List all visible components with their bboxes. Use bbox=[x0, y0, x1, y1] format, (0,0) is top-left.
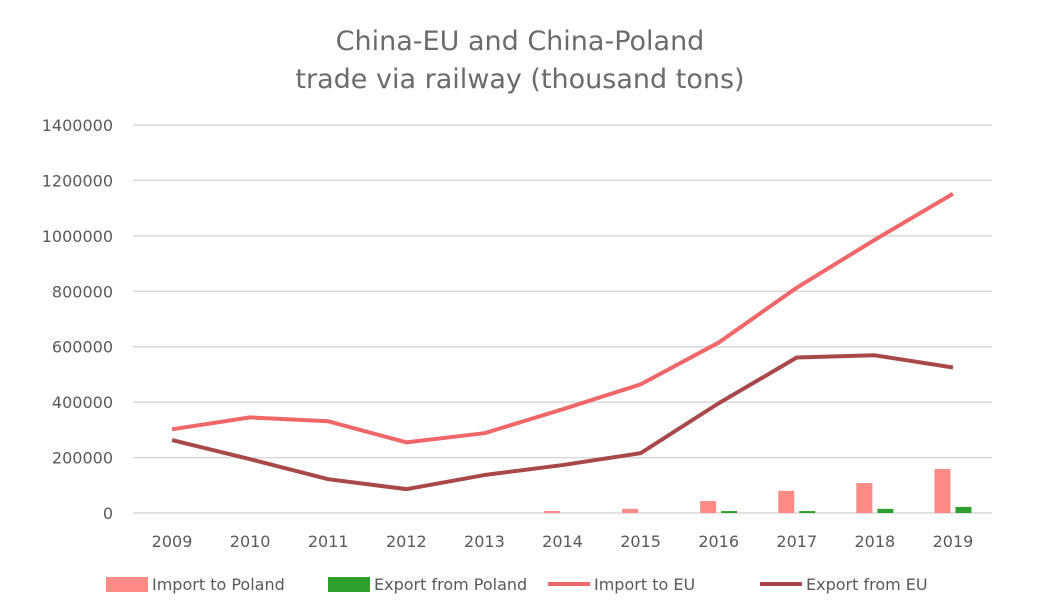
y-tick-label: 400000 bbox=[52, 393, 113, 412]
bar-import-to-poland bbox=[700, 501, 717, 513]
y-axis-ticks: 0 200000 400000 600000 800000 1000000 1200000 1… bbox=[42, 116, 113, 523]
y-tick-label: 1200000 bbox=[42, 171, 113, 190]
x-tick-label: 2015 bbox=[620, 532, 661, 551]
y-tick-label: 1400000 bbox=[42, 116, 113, 135]
y-tick-label: 200000 bbox=[52, 449, 113, 468]
x-axis-ticks: 2009 2010 2011 2012 2013 2014 2015 2016 2017 2018… bbox=[152, 532, 974, 551]
legend-label-import-to-eu: Import to EU bbox=[594, 575, 695, 594]
bar-import-to-poland bbox=[856, 483, 873, 513]
x-tick-label: 2016 bbox=[698, 532, 739, 551]
bar-export-from-poland bbox=[721, 511, 738, 513]
x-tick-label: 2018 bbox=[855, 532, 896, 551]
legend-label-export-from-eu: Export from EU bbox=[806, 575, 928, 594]
line-export-from-eu bbox=[171, 353, 954, 492]
bar-import-to-poland bbox=[544, 511, 560, 513]
chart-title-line-2: trade via railway (thousand tons) bbox=[295, 64, 744, 95]
y-tick-label: 0 bbox=[103, 504, 113, 523]
x-tick-label: 2014 bbox=[542, 532, 583, 551]
bar-export-from-poland bbox=[877, 508, 894, 513]
y-tick-label: 800000 bbox=[52, 282, 113, 301]
bar-import-to-poland bbox=[778, 490, 795, 513]
line-import-to-eu bbox=[171, 192, 954, 445]
x-tick-label: 2013 bbox=[464, 532, 505, 551]
x-tick-label: 2009 bbox=[152, 532, 193, 551]
x-tick-label: 2012 bbox=[386, 532, 427, 551]
legend-swatch-export-from-poland bbox=[328, 577, 370, 592]
x-tick-label: 2017 bbox=[776, 532, 817, 551]
bar-export-from-poland bbox=[955, 506, 972, 513]
bars bbox=[544, 468, 972, 513]
gridlines bbox=[133, 124, 992, 514]
x-tick-label: 2010 bbox=[230, 532, 271, 551]
lines bbox=[171, 192, 954, 492]
legend: Import to Poland Export from Poland Import… bbox=[106, 575, 928, 594]
x-tick-label: 2011 bbox=[308, 532, 349, 551]
bar-export-from-poland bbox=[799, 511, 816, 513]
bar-import-to-poland bbox=[622, 508, 639, 513]
bar-import-to-poland bbox=[934, 468, 951, 513]
x-tick-label: 2019 bbox=[933, 532, 974, 551]
y-tick-label: 600000 bbox=[52, 338, 113, 357]
y-tick-label: 1000000 bbox=[42, 227, 113, 246]
legend-swatch-import-to-poland bbox=[106, 577, 148, 592]
legend-label-export-from-poland: Export from Poland bbox=[374, 575, 527, 594]
chart-title-line-1: China-EU and China-Poland bbox=[336, 26, 705, 57]
legend-label-import-to-poland: Import to Poland bbox=[152, 575, 285, 594]
